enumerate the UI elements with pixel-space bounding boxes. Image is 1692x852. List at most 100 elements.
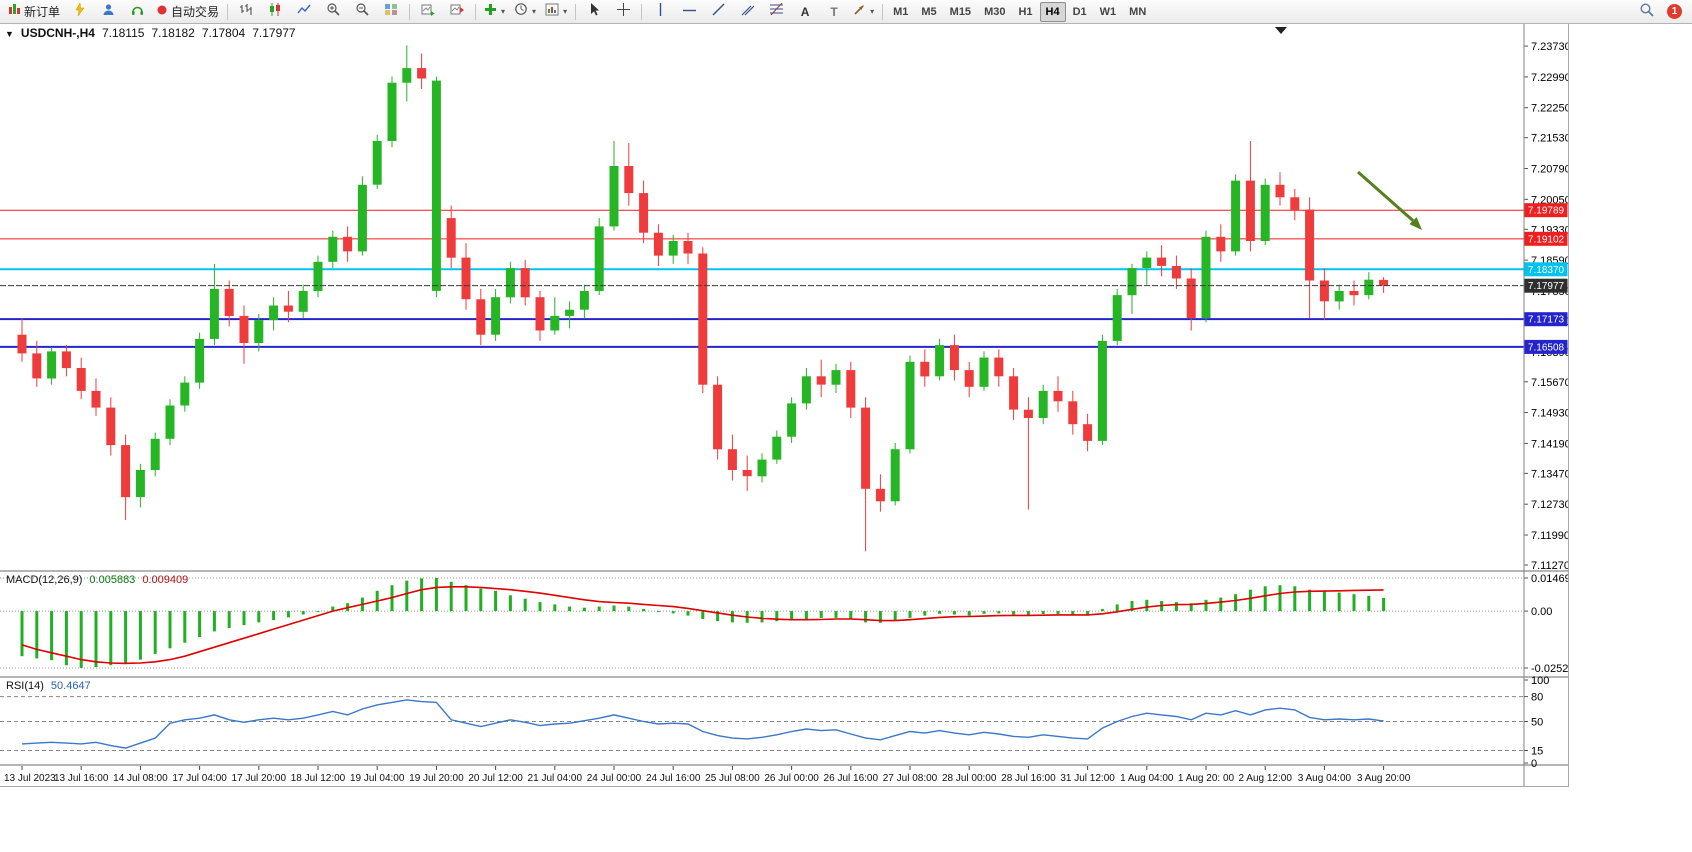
text-tool-button[interactable]: A <box>791 1 819 23</box>
timeframe-button-m1[interactable]: M1 <box>893 5 909 18</box>
timeframe-button-m30[interactable]: M30 <box>984 5 1006 18</box>
cursor-button[interactable] <box>580 1 608 23</box>
zoom-out-icon <box>355 2 369 21</box>
line-chart-button[interactable] <box>290 1 318 23</box>
zoom-in-icon <box>326 2 340 21</box>
svg-text:7.18370: 7.18370 <box>1528 265 1565 276</box>
chart-shift-marker-icon[interactable] <box>1275 27 1287 34</box>
svg-text:18 Jul 12:00: 18 Jul 12:00 <box>291 773 346 784</box>
new-order-label: 新订单 <box>24 5 61 19</box>
crosshair-button[interactable] <box>609 1 637 23</box>
pane-splitter[interactable] <box>0 764 1568 766</box>
bar-chart-button[interactable] <box>232 1 260 23</box>
svg-text:17 Jul 20:00: 17 Jul 20:00 <box>232 773 287 784</box>
svg-text:28 Jul 00:00: 28 Jul 00:00 <box>942 773 997 784</box>
label-tool-button[interactable]: T <box>820 1 848 23</box>
channel-icon <box>741 3 755 21</box>
svg-text:24 Jul 00:00: 24 Jul 00:00 <box>587 773 642 784</box>
cursor-icon <box>588 2 601 21</box>
svg-text:7.11270: 7.11270 <box>1531 560 1568 572</box>
chart-symbol-title: USDCNH-,H4 <box>20 26 95 40</box>
auto-trading-button[interactable]: 自动交易 <box>152 1 223 23</box>
svg-text:27 Jul 08:00: 27 Jul 08:00 <box>883 773 938 784</box>
chart-menu-caret-icon[interactable]: ▼ <box>5 29 14 39</box>
periods-clock-icon <box>514 2 528 21</box>
bar-chart-icon <box>239 3 253 21</box>
zoom-in-button[interactable] <box>319 1 347 23</box>
account-button[interactable] <box>94 1 122 23</box>
rsi-panel-header: RSI(14) 50.4647 <box>6 680 91 692</box>
svg-text:7.17173: 7.17173 <box>1528 315 1565 326</box>
periods-button[interactable]: ▾ <box>510 1 540 23</box>
pane-splitter[interactable] <box>0 676 1568 678</box>
vertical-line-tool-button[interactable] <box>646 1 674 23</box>
svg-text:2 Aug 12:00: 2 Aug 12:00 <box>1239 773 1293 784</box>
search-button[interactable] <box>1632 1 1660 23</box>
macd-main-value: 0.005883 <box>89 574 136 586</box>
fibonacci-tool-button[interactable] <box>762 1 790 23</box>
fibonacci-icon <box>769 2 783 21</box>
channel-tool-button[interactable] <box>733 1 761 23</box>
svg-text:7.22990: 7.22990 <box>1531 72 1568 84</box>
crosshair-icon <box>616 2 630 21</box>
toolbar-separator <box>409 3 411 20</box>
support-button[interactable] <box>123 1 151 23</box>
quick-trade-button[interactable] <box>65 1 93 23</box>
tile-windows-button[interactable] <box>377 1 405 23</box>
svg-text:21 Jul 04:00: 21 Jul 04:00 <box>528 773 583 784</box>
trendline-tool-button[interactable] <box>704 1 732 23</box>
timeframe-button-mn[interactable]: MN <box>1129 5 1147 18</box>
toolbar-separator <box>882 3 884 20</box>
svg-text:31 Jul 12:00: 31 Jul 12:00 <box>1060 773 1115 784</box>
svg-text:7.12730: 7.12730 <box>1531 499 1568 511</box>
timeframe-button-h1[interactable]: H1 <box>1018 5 1033 18</box>
arrow-annotation[interactable] <box>1357 170 1422 230</box>
svg-text:13 Jul 16:00: 13 Jul 16:00 <box>54 773 109 784</box>
zoom-out-button[interactable] <box>348 1 376 23</box>
timeframe-button-m15[interactable]: M15 <box>949 5 972 18</box>
timeframe-button-d1[interactable]: D1 <box>1072 5 1087 18</box>
autotrade-status-icon <box>156 3 168 21</box>
quote-open: 7.18115 <box>101 26 145 40</box>
svg-text:26 Jul 00:00: 26 Jul 00:00 <box>764 773 819 784</box>
svg-text:19 Jul 20:00: 19 Jul 20:00 <box>409 773 464 784</box>
toolbar-separator <box>227 3 229 20</box>
candles-layer <box>17 45 1389 552</box>
indicators-button[interactable]: ▾ <box>480 1 509 23</box>
svg-text:7.15670: 7.15670 <box>1531 377 1568 389</box>
horizontal-lines[interactable] <box>0 209 1524 348</box>
timeframe-button-w1[interactable]: W1 <box>1099 5 1117 18</box>
tile-windows-icon <box>384 3 398 21</box>
timeframe-button-h4[interactable]: H4 <box>1039 1 1066 22</box>
macd-panel-header: MACD(12,26,9) 0.005883 0.009409 <box>6 574 188 586</box>
chevron-down-icon: ▾ <box>501 7 506 16</box>
chart-canvas[interactable]: 7.237307.229907.222507.215307.207907.200… <box>0 24 1568 786</box>
timeframe-group: M1 M5 M15 M30 H1 H4 D1 W1 MN <box>887 1 1152 22</box>
svg-text:28 Jul 16:00: 28 Jul 16:00 <box>1001 773 1056 784</box>
chart-shift-button[interactable] <box>443 1 471 23</box>
price-axis[interactable]: 7.237307.229907.222507.215307.207907.200… <box>1524 41 1568 572</box>
svg-text:7.20790: 7.20790 <box>1531 164 1568 176</box>
svg-text:7.11990: 7.11990 <box>1531 530 1568 542</box>
svg-text:7.13470: 7.13470 <box>1531 468 1568 480</box>
pane-splitter[interactable] <box>0 570 1568 572</box>
arrows-tool-button[interactable]: ▾ <box>849 1 878 23</box>
svg-text:7.17977: 7.17977 <box>1528 281 1565 292</box>
svg-text:7.21530: 7.21530 <box>1531 133 1568 145</box>
horizontal-line-tool-button[interactable] <box>675 1 703 23</box>
svg-text:25 Jul 08:00: 25 Jul 08:00 <box>705 773 760 784</box>
svg-text:3 Aug 04:00: 3 Aug 04:00 <box>1298 773 1352 784</box>
svg-text:26 Jul 16:00: 26 Jul 16:00 <box>824 773 879 784</box>
auto-scroll-icon <box>421 3 435 21</box>
new-order-button[interactable]: 新订单 <box>4 1 64 23</box>
notification-badge[interactable]: 1 <box>1667 4 1682 19</box>
candlestick-chart-button[interactable] <box>261 1 289 23</box>
chart-window[interactable]: 7.23730 7.22990 7.22250 7.21530 7.20790 7.200… <box>0 24 1569 787</box>
svg-text:24 Jul 16:00: 24 Jul 16:00 <box>646 773 701 784</box>
auto-scroll-button[interactable] <box>414 1 442 23</box>
timeframe-button-m5[interactable]: M5 <box>921 5 937 18</box>
templates-button[interactable]: ▾ <box>541 1 571 23</box>
svg-text:7.19789: 7.19789 <box>1528 206 1565 217</box>
trendline-icon <box>712 3 725 21</box>
